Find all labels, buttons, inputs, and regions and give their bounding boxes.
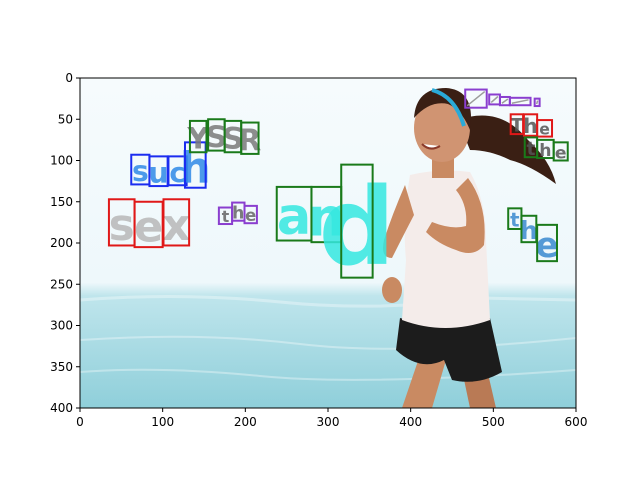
word-letter: s bbox=[132, 155, 149, 188]
x-tick-label: 200 bbox=[234, 415, 257, 429]
runner-smile bbox=[421, 143, 441, 150]
runner-ponytail bbox=[458, 115, 556, 184]
x-tick-label: 500 bbox=[482, 415, 505, 429]
glyph-stroke bbox=[466, 90, 486, 107]
word-letter: x bbox=[162, 200, 190, 251]
word-group bbox=[464, 88, 541, 109]
y-tick-label: 50 bbox=[58, 112, 73, 126]
x-tick-label: 600 bbox=[565, 415, 588, 429]
word-letter: d bbox=[319, 165, 396, 290]
word-group: and bbox=[275, 163, 396, 290]
y-axis: 0 50 100 150 200 250 300 350 400 bbox=[50, 71, 80, 415]
runner-arm-left bbox=[383, 185, 414, 258]
y-tick-label: 350 bbox=[50, 360, 73, 374]
word-letter: e bbox=[245, 206, 256, 225]
word-letter: Y bbox=[186, 121, 209, 156]
word-letter: n bbox=[308, 188, 345, 249]
word-letter: h bbox=[232, 204, 244, 224]
word-letter: e bbox=[539, 120, 550, 139]
glyph-stroke bbox=[501, 98, 509, 104]
glyph-stroke bbox=[535, 100, 539, 105]
word-letter: h bbox=[523, 114, 538, 138]
char-bounding-box bbox=[340, 163, 374, 279]
word-letter: R bbox=[238, 123, 261, 158]
word-group: s ex bbox=[107, 198, 191, 253]
word-letter: u bbox=[148, 157, 168, 190]
word-letter: c bbox=[169, 158, 185, 189]
char-bounding-box bbox=[243, 204, 258, 225]
char-bounding-box bbox=[167, 155, 188, 187]
word-letter: e bbox=[134, 203, 163, 253]
runner-fist bbox=[382, 277, 402, 303]
y-tick-label: 100 bbox=[50, 154, 73, 168]
x-axis: 0 100 200 300 400 500 600 bbox=[76, 408, 587, 429]
runner-arm-right bbox=[426, 178, 485, 254]
char-bounding-box bbox=[508, 96, 532, 107]
y-tick-label: 400 bbox=[50, 401, 73, 415]
x-tick-label: 100 bbox=[151, 415, 174, 429]
x-tick-label: 0 bbox=[76, 415, 84, 429]
word-letter: t bbox=[222, 207, 230, 226]
word-letter: a bbox=[277, 188, 311, 247]
char-bounding-box bbox=[464, 88, 488, 109]
y-tick-label: 200 bbox=[50, 236, 73, 250]
char-bounding-box bbox=[188, 119, 208, 154]
word-letter: S bbox=[222, 121, 243, 156]
char-bounding-box bbox=[533, 97, 541, 108]
word-letter: t bbox=[526, 139, 535, 160]
headband-icon bbox=[431, 88, 466, 127]
y-tick-label: 150 bbox=[50, 195, 73, 209]
glyph-stroke bbox=[511, 99, 529, 104]
char-bounding-box bbox=[552, 141, 569, 162]
word-letter: e bbox=[535, 226, 558, 266]
y-tick-label: 0 bbox=[65, 71, 73, 85]
word-letter: t bbox=[510, 209, 519, 232]
word-letter: S bbox=[206, 120, 227, 155]
y-tick-label: 300 bbox=[50, 319, 73, 333]
glyph-stroke bbox=[490, 95, 499, 103]
runner-shorts bbox=[396, 318, 502, 382]
x-tick-label: 300 bbox=[317, 415, 340, 429]
x-tick-label: 400 bbox=[399, 415, 422, 429]
word-letter: h bbox=[520, 216, 538, 245]
char-bounding-box bbox=[183, 141, 207, 189]
word-letter: h bbox=[539, 141, 551, 161]
runner-leg-left bbox=[402, 355, 446, 408]
word-letter: T bbox=[510, 116, 523, 137]
runner-hair bbox=[414, 88, 471, 130]
char-bounding-box bbox=[536, 223, 558, 263]
char-bounding-box bbox=[162, 198, 191, 247]
char-bounding-box bbox=[240, 121, 260, 155]
runner bbox=[382, 88, 556, 408]
char-bounding-box bbox=[536, 119, 554, 138]
word-letter: s bbox=[109, 200, 135, 251]
y-tick-label: 250 bbox=[50, 277, 73, 291]
word-letter: e bbox=[555, 143, 567, 163]
